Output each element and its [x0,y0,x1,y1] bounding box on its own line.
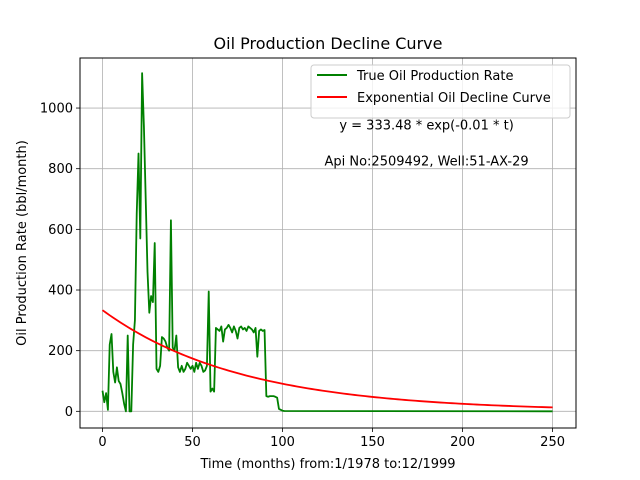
legend-label-true-oil-production-rate: True Oil Production Rate [356,69,513,84]
y-axis-label: Oil Production Rate (bbl/month) [15,140,30,346]
x-tick-label: 50 [184,435,201,450]
grid [80,58,576,428]
series-line-exponential-oil-decline-curve [101,309,553,409]
y-tick-label: 600 [48,223,73,238]
chart-title: Oil Production Decline Curve [214,34,443,53]
x-axis-label: Time (months) from:1/1978 to:12/1999 [199,457,455,472]
series-line-true-oil-production-rate [101,72,553,413]
y-tick-label: 0 [65,405,73,420]
legend-label-exponential-oil-decline-curve: Exponential Oil Decline Curve [357,91,551,106]
legend-box [310,64,571,119]
y-tick-label: 200 [48,344,73,359]
x-tick-label: 200 [450,435,475,450]
equation-annotation: y = 333.48 * exp(-0.01 * t) [339,118,513,133]
ticks: 0 50 100 150 200 250 0 200 400 600 800 1000 [40,102,565,450]
x-tick-label: 250 [540,435,565,450]
x-tick-label: 0 [98,435,106,450]
x-tick-label: 100 [270,435,295,450]
legend: True Oil Production Rate Exponential Oil… [310,64,571,119]
x-tick-label: 150 [360,435,385,450]
series-layer [101,72,553,413]
y-tick-label: 1000 [40,102,73,117]
y-tick-label: 800 [48,162,73,177]
well-id-annotation: Api No:2509492, Well:51-AX-29 [324,155,528,170]
plot-frame [79,57,577,429]
y-tick-label: 400 [48,284,73,299]
